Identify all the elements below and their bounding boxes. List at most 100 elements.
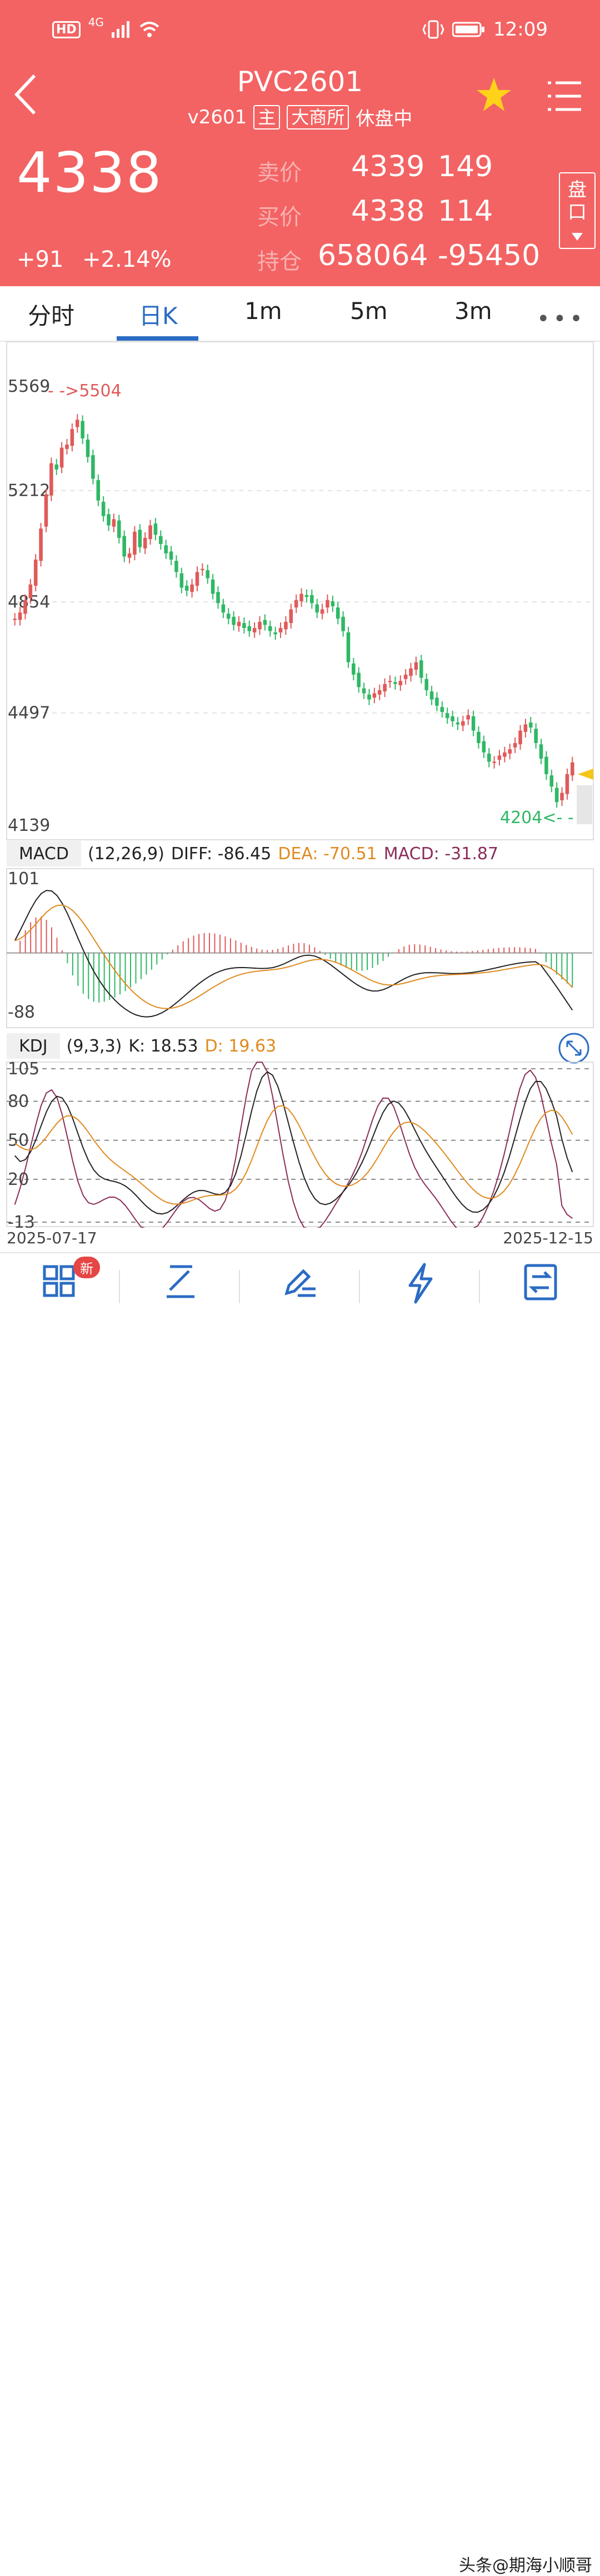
candle-body [419,660,423,678]
kdj-chart[interactable]: 105 80 50 20 -13 [0,1061,600,1228]
kdj-d: D: 19.63 [204,1036,277,1056]
y-tick-label: 5212 [8,481,50,501]
candle-body [148,525,152,539]
flash-button[interactable] [396,1261,446,1306]
order-book-label-2: 口 [568,201,587,223]
candle-body [159,536,163,544]
y-tick-label: 4497 [8,704,50,723]
lightning-icon [408,1263,433,1304]
candle-body [503,752,507,757]
candle-body [320,609,324,614]
candle-body [117,520,121,538]
new-badge: 新 [73,1257,100,1278]
caret-down-icon [572,233,583,241]
candle-body [242,623,246,628]
candle-body [33,559,38,586]
candle-body [310,595,314,604]
candle-body [461,721,465,726]
candle-body [18,612,22,620]
open-interest: 658064 [318,239,428,272]
switch-button[interactable] [516,1261,566,1306]
candle-body [487,754,491,762]
edit-button[interactable] [276,1261,326,1306]
candle-body [388,681,392,682]
candle-body [341,616,345,631]
candle-body [539,744,543,759]
candle-body [357,672,361,687]
candle-body [81,421,84,439]
toolbar-separator [119,1270,120,1303]
candle-body [86,439,90,457]
chart-area[interactable]: 5569 5212 4854 4497 4139- ->5504 4204<- - MAC… [0,341,600,1252]
main-tag: 主 [253,104,281,129]
macd-chart[interactable]: 101 -88 [0,868,600,1029]
y-tick-label: 50 [8,1131,29,1150]
battery-icon [452,22,485,37]
candle-body [492,761,496,763]
candle-body [201,569,204,570]
candle-body [315,604,319,613]
draw-line-icon [167,1265,194,1298]
order-book-button[interactable]: 盘 口 [559,172,596,249]
candle-body [456,723,460,725]
tab-1m[interactable]: 1m [244,297,282,325]
candle-body [513,743,517,748]
candle-body [44,494,48,527]
grid-button[interactable]: 新 [36,1257,100,1306]
draw-line-button[interactable] [156,1261,206,1306]
candle-body [206,570,210,579]
candle-body [560,793,564,800]
status-bar-right: 12:09 [422,16,548,43]
candle-body [565,774,569,794]
more-icon[interactable]: ••• [537,306,586,332]
candle-body [96,480,101,501]
quote-header: HD 4G 12:09 PVC2601 v2601 主 大商所 休盘中 4338… [0,0,600,286]
period-tabs: 分时 日K 1m 5m 3m ••• [0,286,600,342]
candle-body [440,707,444,712]
tab-daily-k[interactable]: 日K [139,302,178,330]
candle-body [101,501,106,516]
diff-line [14,890,573,1018]
open-interest-label: 持仓 [257,249,302,275]
active-tab-indicator [117,336,198,341]
tab-intraday[interactable]: 分时 [28,302,75,330]
candle-body [122,536,126,557]
chart-frame [6,1062,594,1227]
expand-icon[interactable] [558,1032,590,1064]
grid-icon [43,1265,75,1297]
edit-icon [284,1269,316,1297]
exchange-tag: 大商所 [287,104,349,129]
k-line [14,1071,573,1215]
high-marker: - ->5504 [48,381,122,401]
candle-body [528,723,533,728]
candle-body [435,697,439,706]
candle-body [414,662,418,670]
last-price: 4338 [17,140,163,205]
candle-body [169,551,173,560]
candle-body [299,594,303,601]
candle-body [184,585,189,591]
candle-body [237,621,241,626]
back-icon[interactable] [12,72,40,117]
menu-icon[interactable] [548,81,581,112]
tab-3m[interactable]: 3m [454,297,492,325]
order-book-label-1: 盘 [568,179,587,201]
kdj-selector[interactable]: KDJ [7,1033,60,1059]
macd-selector[interactable]: MACD [7,841,81,866]
candle-body [164,545,168,554]
candle-body [232,616,236,625]
toolbar-separator [239,1270,240,1303]
bid-price: 4338 [351,195,425,228]
candle-body [352,663,356,675]
tab-5m[interactable]: 5m [350,297,388,325]
candle-body [28,584,33,599]
candle-body [429,691,434,700]
x-start-label: 2025-07-17 [7,1229,97,1247]
favorite-star-icon[interactable] [476,77,512,113]
candle-body [477,731,481,743]
contract-title: PVC2601 [237,66,363,98]
candle-body [331,601,335,606]
ask-volume: 149 [438,150,493,183]
price-change: +91 [17,247,64,272]
